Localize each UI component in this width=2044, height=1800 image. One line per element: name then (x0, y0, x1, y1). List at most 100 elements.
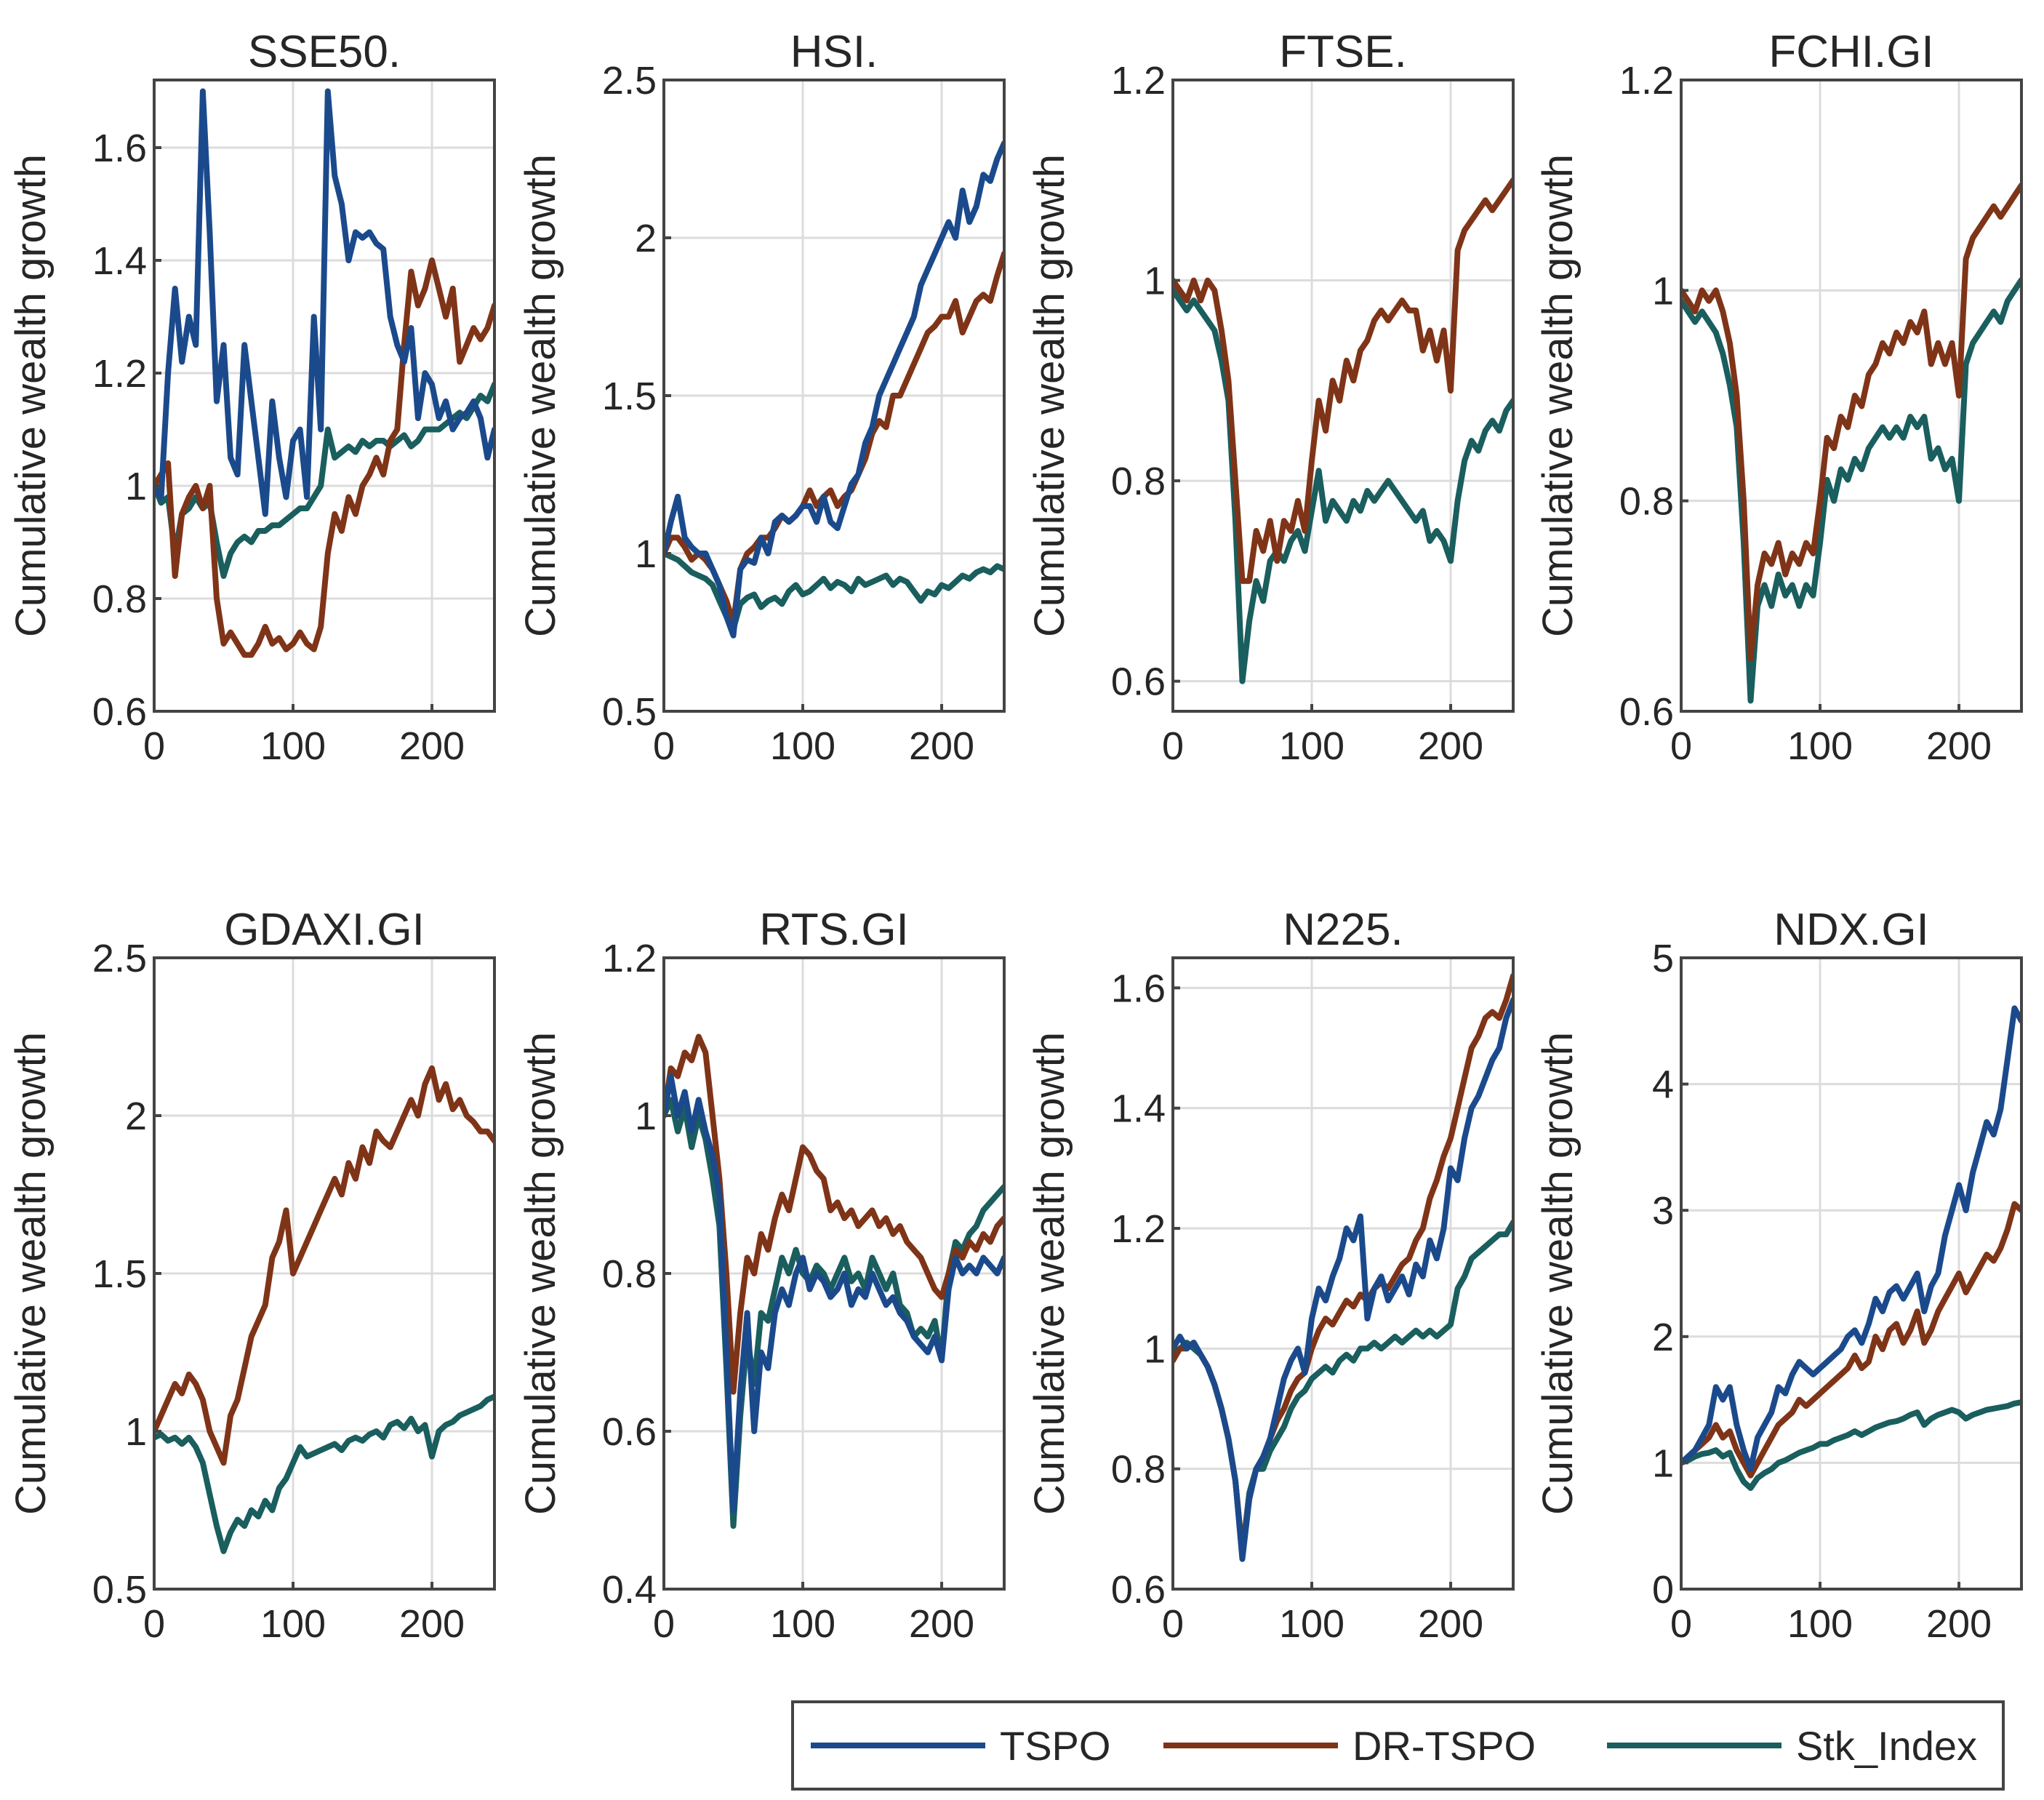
x-tick-label: 0 (143, 1602, 165, 1646)
legend-label-stk-index: Stk_Index (1796, 1723, 1977, 1769)
y-tick-label: 1.6 (92, 127, 147, 170)
y-tick-label: 1 (635, 1095, 657, 1138)
y-tick-label: 0.6 (92, 690, 147, 734)
series-line-tspo (154, 88, 494, 517)
plot-frame (1680, 956, 2023, 1591)
panel-sse50: 0 100 200 0.6 0.8 1 1.2 1.4 1.6 SSE50. Cumulative … (7, 27, 496, 768)
x-tick-label: 100 (260, 724, 326, 768)
y-axis-label: Cumulative wealth growth (7, 154, 55, 637)
x-tick-label: 0 (1162, 1602, 1184, 1646)
x-tick-label: 0 (143, 724, 165, 768)
chart-panels: 0 100 2000.60.811.21.41.6SSE50.Cumulative … (7, 27, 2023, 1646)
series-line-dr-tspo (1173, 177, 1513, 584)
x-tick-label: 200 (1418, 724, 1483, 768)
y-tick-label: 1 (1652, 269, 1674, 313)
series-line-dr-tspo (154, 1065, 494, 1466)
series-line-stk-index (154, 1393, 494, 1554)
y-axis-label: Cumulative wealth growth (517, 154, 564, 637)
panel-gdaxi-gi: 0 100 200 0.5 1 1.5 2 2.5 GDAXI.GI Cumulative wea… (7, 905, 496, 1646)
y-tick-label: 0.5 (92, 1568, 147, 1612)
series-line-stk-index (664, 551, 1004, 633)
chart-title: RTS.GI (759, 905, 909, 955)
legend-label-dr-tspo: DR-TSPO (1352, 1723, 1536, 1769)
chart-title: HSI. (790, 27, 878, 77)
y-tick-label: 1.2 (1619, 59, 1674, 103)
y-tick-label: 0.8 (1619, 480, 1674, 524)
y-tick-label: 2.5 (92, 937, 147, 980)
y-tick-label: 1.4 (92, 239, 147, 283)
y-tick-label: 0.8 (602, 1252, 657, 1296)
y-tick-label: 0.6 (1111, 660, 1166, 704)
y-tick-label: 0.8 (92, 577, 147, 621)
y-axis-label: Cumulative wealth growth (1534, 154, 1582, 637)
x-tick-label: 100 (770, 1602, 835, 1646)
x-tick-label: 200 (399, 724, 465, 768)
y-axis-label: Cumulative wealth growth (1534, 1032, 1582, 1515)
y-tick-label: 1 (1144, 260, 1166, 303)
legend-label-tspo: TSPO (1000, 1723, 1110, 1769)
series-line-stk-index (1681, 1399, 2021, 1492)
y-tick-label: 0 (1652, 1568, 1674, 1612)
chart-title: FTSE. (1279, 27, 1407, 77)
y-tick-label: 1.5 (92, 1252, 147, 1296)
y-tick-label: 1 (1652, 1441, 1674, 1485)
panel-n225: 0 100 200 0.6 0.8 1 1.2 1.4 1.6 N225. Cumulative w… (1026, 905, 1515, 1646)
chart-title: NDX.GI (1774, 905, 1929, 955)
plot-frame (153, 79, 496, 713)
chart-title: SSE50. (248, 27, 401, 77)
series-line-dr-tspo (154, 257, 494, 658)
panel-hsi: 0 100 200 0.5 1 1.5 2 2.5 HSI. Cumulative wealth … (517, 27, 1006, 768)
chart-title: N225. (1283, 905, 1403, 955)
y-tick-label: 2 (125, 1095, 147, 1138)
x-tick-label: 0 (1670, 1602, 1692, 1646)
y-tick-label: 4 (1652, 1063, 1674, 1107)
y-tick-label: 0.6 (602, 1410, 657, 1454)
y-axis-label: Cumulative wealth growth (1026, 154, 1073, 637)
y-tick-label: 2 (635, 217, 657, 260)
x-tick-label: 200 (909, 1602, 974, 1646)
plot-frame (1680, 79, 2023, 713)
series-line-dr-tspo (1681, 182, 2021, 662)
y-tick-label: 1.2 (602, 937, 657, 980)
series-line-dr-tspo (1681, 1201, 2021, 1479)
chart-title: FCHI.GI (1768, 27, 1933, 77)
panel-ftse: 0 100 200 0.6 0.8 1 1.2 FTSE. Cumulative wealth … (1026, 27, 1515, 768)
legend: TSPO DR-TSPO Stk_Index (791, 1700, 2005, 1791)
x-tick-label: 200 (1926, 1602, 1992, 1646)
panel-fchi-gi: 0 100 200 0.6 0.8 1 1.2 FCHI.GI Cumulative wealt… (1534, 27, 2023, 768)
x-tick-label: 100 (1787, 1602, 1853, 1646)
y-tick-label: 5 (1652, 937, 1674, 980)
y-tick-label: 1.4 (1111, 1087, 1166, 1131)
y-tick-label: 1.6 (1111, 967, 1166, 1010)
x-tick-label: 200 (909, 724, 974, 768)
y-tick-label: 1.2 (1111, 1207, 1166, 1251)
y-tick-label: 1.2 (1111, 59, 1166, 103)
y-tick-label: 1 (125, 465, 147, 508)
y-tick-label: 0.8 (1111, 460, 1166, 503)
y-axis-label: Cumulative wealth growth (7, 1032, 55, 1515)
panel-rts-gi: 0 100 200 0.4 0.6 0.8 1 1.2 RTS.GI Cumulative wea… (517, 905, 1006, 1646)
legend-box (791, 1700, 2005, 1791)
x-tick-label: 100 (1279, 724, 1344, 768)
series-line-tspo (1173, 996, 1513, 1562)
y-tick-label: 1 (1144, 1327, 1166, 1371)
y-tick-label: 1 (125, 1410, 147, 1454)
y-tick-label: 1.5 (602, 375, 657, 418)
series-line-tspo (664, 140, 1004, 639)
series-line-stk-index (1173, 1219, 1513, 1556)
x-tick-label: 100 (770, 724, 835, 768)
y-axis-label: Cumulative wealth growth (517, 1032, 564, 1515)
x-tick-label: 100 (260, 1602, 326, 1646)
y-tick-label: 3 (1652, 1189, 1674, 1233)
x-tick-label: 200 (399, 1602, 465, 1646)
x-tick-label: 200 (1926, 724, 1992, 768)
x-tick-label: 0 (1162, 724, 1184, 768)
y-tick-label: 2 (1652, 1316, 1674, 1359)
x-tick-label: 100 (1279, 1602, 1344, 1646)
y-tick-label: 0.8 (1111, 1448, 1166, 1492)
y-tick-label: 0.6 (1619, 690, 1674, 734)
y-tick-label: 0.4 (602, 1568, 657, 1612)
x-tick-label: 0 (1670, 724, 1692, 768)
panel-ndx-gi: 0 100 200 0 1 2 3 4 5 NDX.GI Cumulative wealth gro… (1534, 905, 2023, 1646)
